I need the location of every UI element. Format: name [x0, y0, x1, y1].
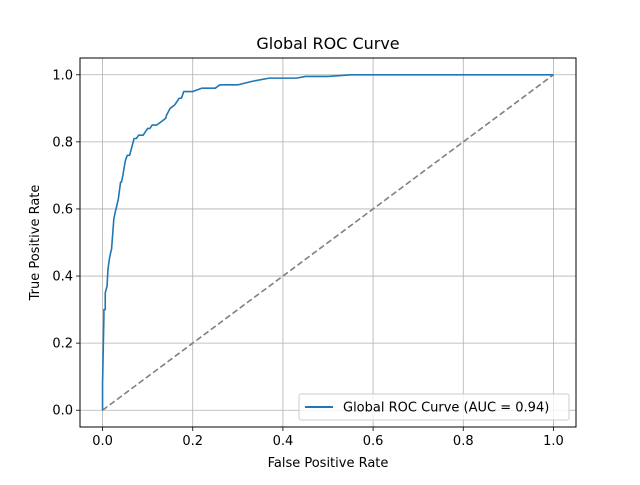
y-tick-label: 0.2: [52, 337, 73, 352]
y-axis-label: True Positive Rate: [28, 185, 43, 302]
chance-diagonal-line: [102, 74, 554, 411]
chart-title: Global ROC Curve: [256, 34, 399, 53]
legend-label-roc: Global ROC Curve (AUC = 0.94): [343, 401, 549, 416]
x-tick-label: 0.0: [92, 434, 113, 449]
x-tick-label: 0.4: [273, 434, 294, 449]
grid-layer: [80, 58, 576, 427]
y-tick-label: 0.0: [52, 404, 73, 419]
x-axis-label: False Positive Rate: [268, 456, 389, 471]
x-tick-label: 0.6: [363, 434, 384, 449]
legend-box: [298, 393, 570, 421]
legend: Global ROC Curve (AUC = 0.94): [298, 393, 570, 421]
y-tick-label: 0.8: [52, 135, 73, 150]
x-tick-label: 0.2: [182, 434, 203, 449]
y-tick-label: 1.0: [52, 68, 73, 83]
roc-curve-line: [101, 73, 554, 411]
series-layer: [101, 73, 554, 411]
y-tick-label: 0.6: [52, 202, 73, 217]
y-tick-label: 0.4: [52, 270, 73, 285]
tick-layer: 0.0 0.2 0.4 0.6 0.8 1.0 0.0 0.2 0.4 0.6 0.8 1.0: [52, 68, 563, 449]
x-tick-label: 0.8: [453, 434, 474, 449]
plot-frame: [79, 57, 577, 428]
x-tick-label: 1.0: [543, 434, 564, 449]
